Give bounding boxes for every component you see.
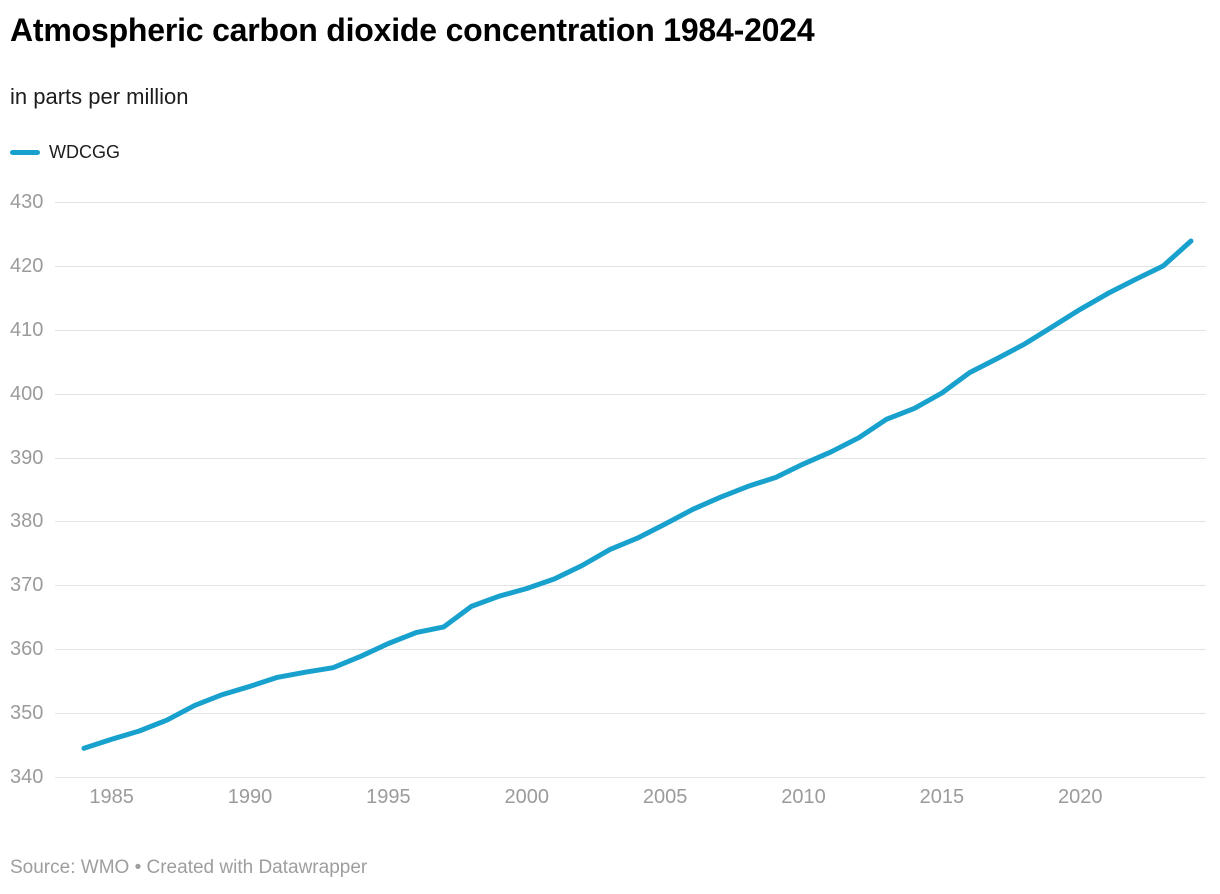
xtick-label-1990: 1990 xyxy=(227,786,273,808)
xtick-label-2015: 2015 xyxy=(919,786,965,808)
legend-label: WDCGG xyxy=(49,142,120,162)
ytick-label-420: 420 xyxy=(10,254,44,277)
ytick-label-430: 430 xyxy=(10,191,44,213)
ytick-label-380: 380 xyxy=(10,510,44,533)
ytick-label-410: 410 xyxy=(10,318,44,341)
ytick-label-360: 360 xyxy=(10,638,44,661)
gridline-y-390 xyxy=(55,457,1206,459)
gridline-y-370 xyxy=(55,585,1206,587)
xtick-label-1995: 1995 xyxy=(366,786,411,808)
xtick-label-2000: 2000 xyxy=(504,786,550,808)
gridline-y-360 xyxy=(55,649,1206,651)
gridline-y-350 xyxy=(55,713,1206,715)
ytick-label-340: 340 xyxy=(10,766,44,788)
xtick-label-1985: 1985 xyxy=(89,786,134,808)
legend-line-swatch xyxy=(10,150,40,155)
ytick-label-370: 370 xyxy=(10,574,44,597)
legend: WDCGG xyxy=(10,142,120,163)
gridline-y-400 xyxy=(55,393,1206,395)
chart-subtitle: in parts per million xyxy=(10,84,189,109)
gridline-y-430 xyxy=(55,202,1206,203)
xtick-label-2020: 2020 xyxy=(1058,786,1103,808)
page-title: Atmospheric carbon dioxide concentration… xyxy=(10,12,815,48)
ytick-label-390: 390 xyxy=(10,446,44,469)
gridline-y-420 xyxy=(55,265,1206,267)
source-attribution: Source: WMO • Created with Datawrapper xyxy=(10,857,368,878)
gridline-y-340 xyxy=(55,777,1206,778)
ytick-label-400: 400 xyxy=(10,382,44,405)
ytick-label-350: 350 xyxy=(10,702,44,725)
xtick-label-2005: 2005 xyxy=(642,786,688,808)
wdcgg-line-series xyxy=(81,238,1194,751)
gridline-y-380 xyxy=(55,521,1206,523)
xtick-label-2010: 2010 xyxy=(781,786,826,808)
gridline-y-410 xyxy=(55,329,1206,331)
